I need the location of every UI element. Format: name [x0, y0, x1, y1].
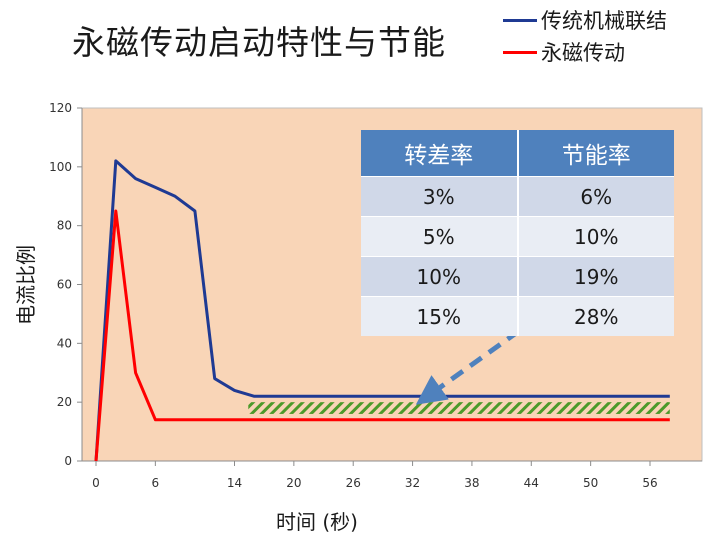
x-axis-label: 时间 (秒)	[276, 510, 358, 534]
table-row: 3% 6%	[361, 176, 674, 217]
table-cell: 3%	[361, 176, 519, 217]
legend-swatch-magnetic	[503, 50, 537, 54]
table-cell: 28%	[517, 296, 674, 336]
x-tick-label: 56	[642, 476, 657, 490]
y-axis-label: 电流比例	[14, 245, 38, 325]
x-tick-label: 6	[152, 476, 160, 490]
table-cell: 10%	[361, 256, 519, 297]
table-row: 10% 19%	[361, 256, 674, 297]
x-tick-label: 20	[286, 476, 301, 490]
series-line-mechanical	[94, 159, 670, 462]
y-tick-label: 60	[57, 278, 72, 292]
savings-arrow	[415, 328, 521, 405]
x-tick-label: 50	[583, 476, 598, 490]
x-tick-label: 14	[227, 476, 242, 490]
x-tick-label: 0	[92, 476, 100, 490]
table-header-row: 转差率 节能率	[361, 130, 674, 177]
legend: 传统机械联结 永磁传动	[503, 4, 667, 68]
table-cell: 5%	[361, 216, 519, 257]
y-tick-label: 80	[57, 219, 72, 233]
savings-table: 转差率 节能率 3% 6% 5% 10% 10% 19% 15% 28%	[361, 130, 674, 336]
y-tick-label: 100	[49, 160, 72, 174]
table-row: 5% 10%	[361, 216, 674, 257]
x-tick-label: 38	[464, 476, 479, 490]
table-cell: 19%	[517, 256, 674, 297]
y-tick-label: 40	[57, 336, 72, 350]
y-tick-label: 120	[49, 101, 72, 115]
y-tick-label: 20	[57, 395, 72, 409]
table-row: 15% 28%	[361, 296, 674, 336]
x-tick-label: 32	[405, 476, 420, 490]
table-header-slip: 转差率	[361, 130, 519, 177]
series-line-magnetic	[94, 209, 670, 462]
savings-band	[248, 402, 670, 414]
legend-item-mechanical: 传统机械联结	[503, 4, 667, 36]
legend-item-magnetic: 永磁传动	[503, 36, 667, 68]
y-tick-label: 0	[64, 454, 72, 468]
table-cell: 10%	[517, 216, 674, 257]
table-header-saving: 节能率	[517, 130, 674, 177]
legend-label-magnetic: 永磁传动	[541, 41, 625, 65]
x-tick-label: 26	[346, 476, 361, 490]
legend-swatch-mechanical	[503, 18, 537, 22]
table-cell: 15%	[361, 296, 519, 336]
table-cell: 6%	[517, 176, 674, 217]
legend-label-mechanical: 传统机械联结	[541, 9, 667, 33]
x-tick-label: 44	[524, 476, 539, 490]
chart-title: 永磁传动启动特性与节能	[72, 23, 446, 62]
